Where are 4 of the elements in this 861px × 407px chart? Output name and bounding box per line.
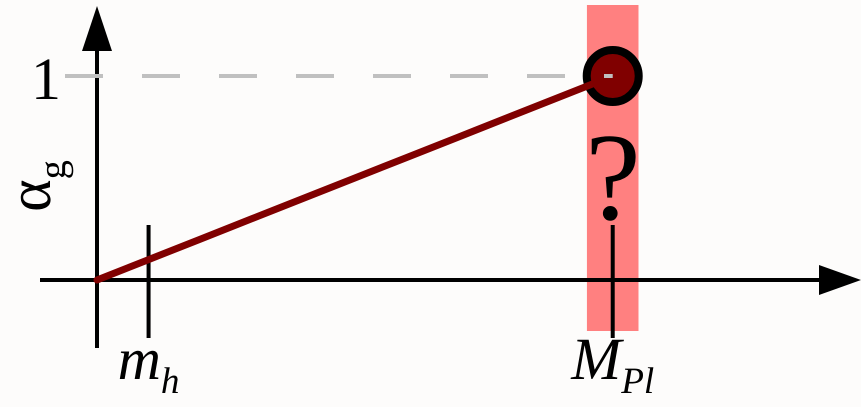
x-tick-label: m$_{h}$ bbox=[118, 326, 180, 402]
ref-line-label: 1 bbox=[31, 46, 61, 112]
x-tick-label: M$_{Pl}$ bbox=[571, 326, 654, 402]
band-label: ? bbox=[585, 109, 641, 247]
